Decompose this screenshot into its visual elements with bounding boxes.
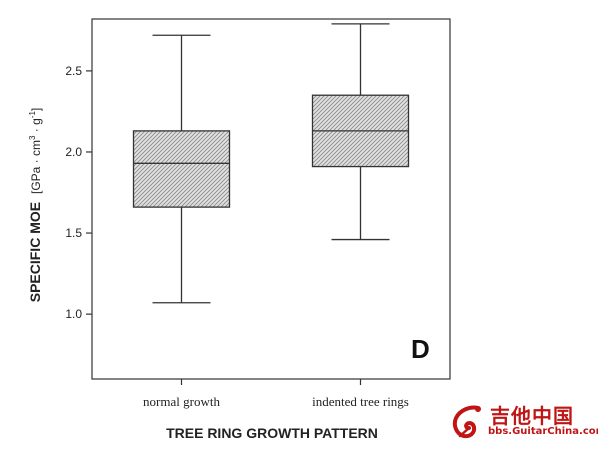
x-tick-label: indented tree rings xyxy=(312,394,409,409)
box-series xyxy=(132,23,410,304)
panel-label: D xyxy=(411,334,430,364)
y-axis-title: SPECIFIC MOE [GPa · cm3 · g-1] xyxy=(27,108,43,303)
x-axis-title: TREE RING GROWTH PATTERN xyxy=(166,425,378,441)
y-tick-label: 2.0 xyxy=(65,145,82,159)
y-axis-unit-exp1: 3 xyxy=(28,135,37,140)
box-normal-growth xyxy=(132,34,231,304)
guitar-logo-icon xyxy=(452,405,481,439)
y-tick-label: 1.0 xyxy=(65,307,82,321)
y-axis-unit-open: [GPa · cm xyxy=(29,140,43,194)
y-axis-unit-mid: · g xyxy=(29,118,43,135)
watermark-url: bbs.GuitarChina.com xyxy=(488,426,598,437)
plot-frame xyxy=(91,18,451,380)
y-axis-unit-exp2: -1 xyxy=(28,111,37,119)
x-axis: normal growth indented tree rings xyxy=(143,379,409,409)
y-axis-unit-close: ] xyxy=(29,108,43,111)
x-tick-label: normal growth xyxy=(143,394,220,409)
y-tick-label: 2.5 xyxy=(65,64,82,78)
y-tick-label: 1.5 xyxy=(65,226,82,240)
box-indented-tree-rings xyxy=(311,23,410,241)
watermark: 吉他中国 bbs.GuitarChina.com xyxy=(448,400,598,444)
iqr-box xyxy=(132,130,231,208)
y-axis-title-main: SPECIFIC MOE xyxy=(27,202,43,302)
watermark-text: 吉他中国 xyxy=(490,404,574,428)
y-axis: 1.0 1.5 2.0 2.5 xyxy=(65,64,92,321)
